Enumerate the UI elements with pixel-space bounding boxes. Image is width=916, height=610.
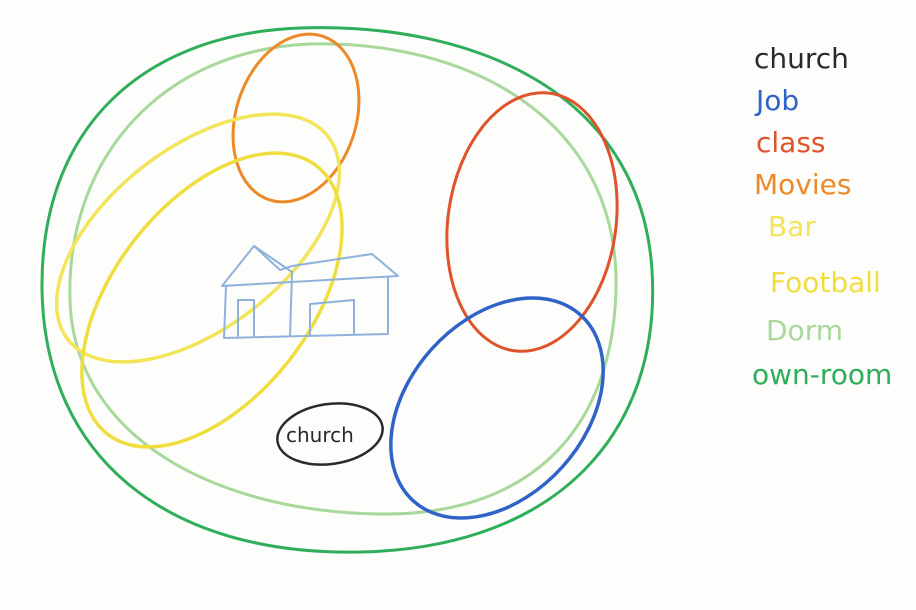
legend-movies: Movies xyxy=(754,168,851,201)
football-ellipse xyxy=(80,151,344,449)
job-ellipse xyxy=(389,296,605,520)
own-room-circle xyxy=(40,26,655,554)
legend: church Job class Movies Bar Football Dor… xyxy=(752,42,892,391)
class-ellipse xyxy=(445,91,619,353)
movies-ellipse xyxy=(231,32,361,204)
church-ellipse xyxy=(276,402,384,466)
bar-ellipse xyxy=(54,112,342,364)
legend-football: Football xyxy=(770,266,881,299)
legend-bar: Bar xyxy=(768,210,816,243)
legend-job: Job xyxy=(754,84,799,117)
legend-church: church xyxy=(754,42,849,75)
church-diagram-label: church xyxy=(286,423,354,447)
house-drawing xyxy=(221,245,399,339)
legend-dorm: Dorm xyxy=(766,314,843,347)
dorm-circle xyxy=(68,42,618,516)
legend-class: class xyxy=(756,126,826,159)
legend-own-room: own-room xyxy=(752,358,892,391)
